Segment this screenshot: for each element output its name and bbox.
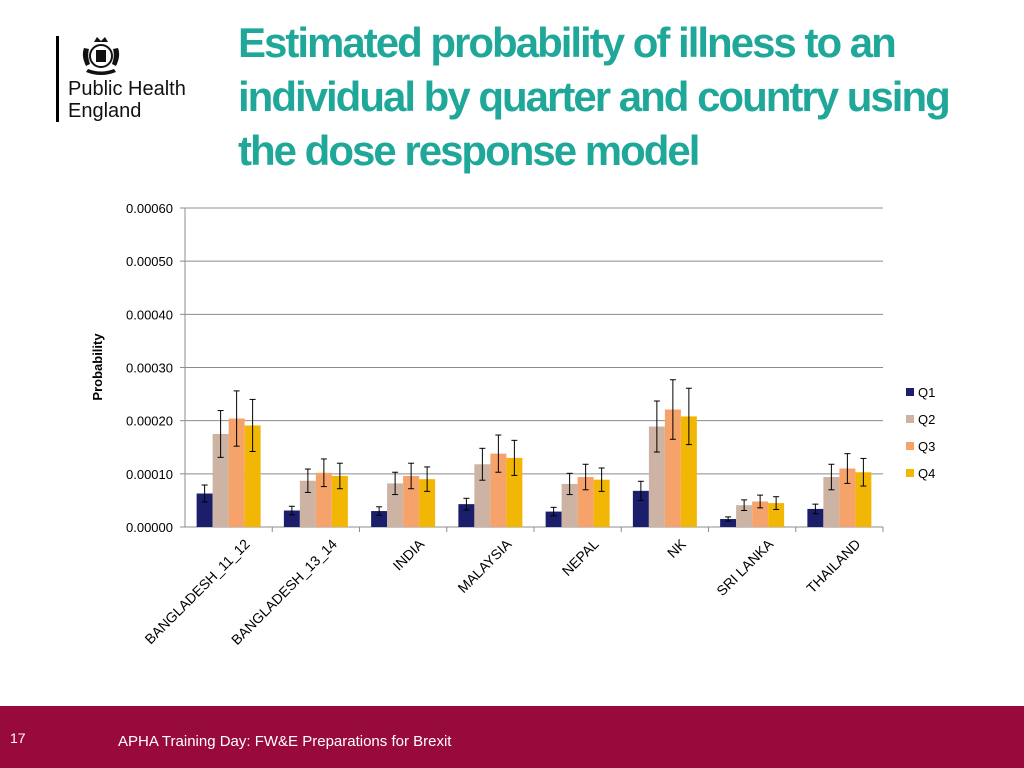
- bar: [561, 483, 578, 527]
- y-tick-label: 0.00030: [126, 361, 173, 376]
- bar: [680, 416, 697, 527]
- y-tick-label: 0.00020: [126, 414, 173, 429]
- legend-label: Q4: [918, 466, 935, 481]
- title-line: individual by quarter and country using: [238, 73, 951, 120]
- y-tick-label: 0.00000: [126, 520, 173, 535]
- x-tick-label: NK: [664, 535, 690, 561]
- bar: [371, 511, 388, 527]
- title-line: Estimated probability of illness to an: [238, 19, 897, 66]
- legend-label: Q2: [918, 412, 935, 427]
- bar: [736, 505, 753, 527]
- legend-swatch: [906, 388, 914, 396]
- bar: [419, 479, 436, 527]
- bar: [632, 490, 649, 527]
- royal-crest-icon: [82, 37, 120, 75]
- y-tick-label: 0.00010: [126, 467, 173, 482]
- phe-logo: Public Health England: [56, 36, 216, 126]
- bar: [823, 477, 840, 527]
- x-tick-label: THAILAND: [803, 536, 863, 596]
- bar: [648, 426, 665, 527]
- y-tick-label: 0.00040: [126, 307, 173, 322]
- y-tick-label: 0.00050: [126, 254, 173, 269]
- bar: [768, 503, 785, 527]
- bar: [458, 504, 475, 527]
- footer-caption: APHA Training Day: FW&E Preparations for…: [118, 733, 452, 750]
- x-tick-label: INDIA: [390, 535, 428, 573]
- bar: [490, 453, 507, 527]
- bar: [752, 501, 769, 527]
- bar: [577, 477, 594, 527]
- legend-swatch: [906, 469, 914, 477]
- bar: [664, 409, 681, 527]
- bar: [506, 457, 523, 527]
- bar: [474, 464, 491, 527]
- bar: [283, 510, 300, 527]
- bar-chart: 0.00000 0.00010 0.00020 0.00030 0.00040 0.000…: [90, 201, 935, 648]
- page-number: 17: [10, 730, 26, 746]
- legend-label: Q3: [918, 439, 935, 454]
- logo-divider: [56, 36, 59, 122]
- legend-swatch: [906, 442, 914, 450]
- x-tick-label: MALAYSIA: [454, 535, 515, 596]
- bar: [212, 433, 229, 527]
- bar: [299, 480, 316, 527]
- bar: [545, 511, 562, 527]
- logo-text-line2: England: [68, 100, 142, 122]
- legend-label: Q1: [918, 385, 935, 400]
- bar: [593, 479, 610, 527]
- logo-text-line1: Public Health: [68, 78, 186, 100]
- bar: [196, 493, 213, 527]
- bar: [839, 468, 856, 527]
- bar: [807, 508, 824, 527]
- bar: [331, 475, 348, 527]
- bar: [720, 519, 737, 527]
- legend-swatch: [906, 415, 914, 423]
- footer-bar: 17 APHA Training Day: FW&E Preparations …: [0, 706, 1024, 768]
- bar: [244, 425, 261, 527]
- bar: [855, 472, 872, 527]
- y-tick-label: 0.00060: [126, 201, 173, 216]
- x-tick-label: NEPAL: [559, 536, 602, 579]
- bar: [315, 472, 332, 527]
- bar: [228, 418, 245, 527]
- title-line: the dose response model: [238, 127, 700, 174]
- bar: [403, 475, 420, 527]
- y-axis-label: Probability: [90, 333, 105, 401]
- bar: [387, 483, 404, 527]
- x-tick-label: SRI LANKA: [713, 535, 776, 598]
- page-title: Estimated probability of illness to an i…: [238, 16, 1018, 178]
